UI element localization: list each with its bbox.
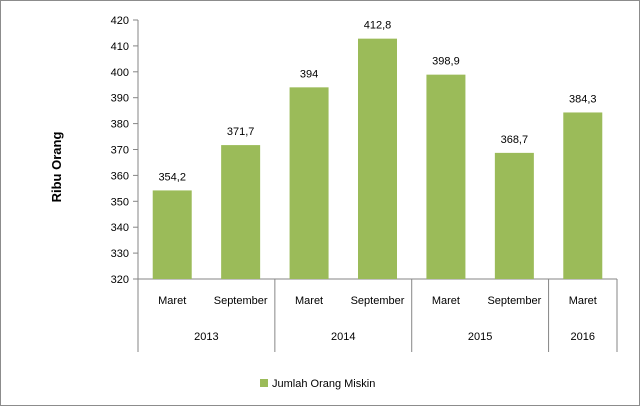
y-tick-label: 420 (111, 15, 129, 27)
bar (289, 87, 329, 279)
x-group-label: 2016 (571, 331, 595, 343)
bar-value-label: 394 (300, 68, 318, 80)
bar-value-label: 398,9 (432, 56, 460, 68)
x-category-label: September (214, 295, 268, 307)
y-tick-label: 340 (111, 222, 129, 234)
bar-value-label: 354,2 (158, 171, 186, 183)
y-axis-title: Ribu Orang (49, 132, 64, 203)
y-tick-label: 330 (111, 248, 129, 260)
legend: Jumlah Orang Miskin (260, 378, 375, 390)
bar (563, 112, 603, 279)
bar (221, 145, 261, 279)
y-tick-label: 320 (111, 274, 129, 286)
bar (358, 38, 397, 280)
y-tick-label: 390 (111, 93, 129, 105)
bar-value-label: 384,3 (569, 93, 597, 105)
x-group-label: 2014 (331, 331, 355, 343)
x-axis: Maret September Maret September Maret Septemb… (137, 278, 618, 352)
data-labels: 354,2 371,7 394 412,8 398,9 368,7 384,3 (158, 20, 596, 184)
x-category-label: September (487, 295, 541, 307)
x-group-label: 2015 (468, 331, 492, 343)
x-category-label: Maret (295, 295, 323, 307)
y-tick-label: 360 (111, 170, 129, 182)
bar-value-label: 371,7 (227, 126, 255, 138)
bar (426, 74, 466, 279)
bar (152, 190, 192, 279)
x-category-label: Maret (158, 295, 186, 307)
y-tick-label: 370 (111, 145, 129, 157)
bar-series (152, 38, 603, 280)
y-axis: 320 330 340 350 360 370 380 390 400 410 420 (111, 15, 139, 286)
x-group-label: 2013 (194, 331, 218, 343)
y-tick-label: 400 (111, 67, 129, 79)
x-category-label: Maret (569, 295, 597, 307)
y-tick-label: 380 (111, 119, 129, 131)
bar-value-label: 412,8 (364, 20, 392, 32)
x-category-label: Maret (432, 295, 460, 307)
legend-label: Jumlah Orang Miskin (272, 378, 375, 390)
x-category-label: September (351, 295, 405, 307)
legend-swatch (260, 379, 268, 387)
bar-value-label: 368,7 (501, 134, 529, 146)
bar (494, 152, 534, 279)
y-tick-label: 410 (111, 41, 129, 53)
y-tick-label: 350 (111, 196, 129, 208)
